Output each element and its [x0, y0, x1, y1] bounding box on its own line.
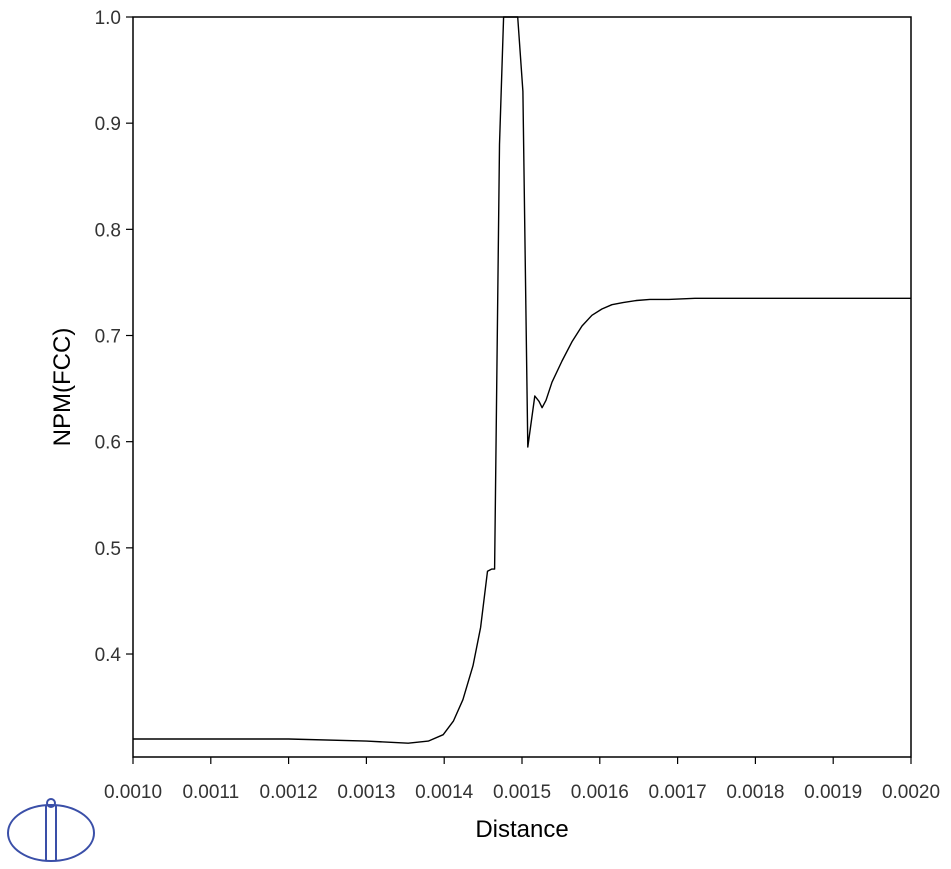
x-tick-label: 0.0013: [337, 782, 395, 803]
x-tick-label: 0.0018: [726, 782, 784, 803]
y-axis: 0.4 0.5 0.6 0.7 0.8 0.9 1.0: [95, 8, 133, 666]
x-tick-label: 0.0010: [104, 782, 162, 803]
x-tick-label: 0.0020: [882, 782, 940, 803]
thermo-calc-logo-icon: [7, 798, 95, 862]
x-tick-label: 0.0015: [493, 782, 551, 803]
x-tick-label: 0.0014: [415, 782, 474, 803]
y-tick-label: 0.9: [95, 114, 121, 135]
x-tick-label: 0.0017: [649, 782, 707, 803]
y-tick-label: 0.4: [95, 645, 122, 666]
x-tick-label: 0.0011: [182, 782, 239, 803]
x-tick-label: 0.0012: [260, 782, 318, 803]
y-tick-label: 0.8: [95, 220, 121, 241]
x-axis: 0.0010 0.0011 0.0012 0.0013 0.0014 0.0015 0.00…: [104, 757, 940, 803]
series-layer: [133, 16, 911, 744]
x-tick-label: 0.0019: [804, 782, 862, 803]
y-tick-label: 0.6: [95, 433, 121, 454]
x-tick-label: 0.0016: [571, 782, 629, 803]
y-tick-label: 0.7: [95, 327, 121, 348]
y-tick-label: 1.0: [95, 8, 121, 29]
x-axis-title: Distance: [475, 816, 568, 843]
plot-frame: [132, 16, 912, 758]
y-tick-label: 0.5: [95, 539, 121, 560]
y-axis-title: NPM(FCC): [49, 328, 76, 447]
series-line: [133, 16, 911, 744]
